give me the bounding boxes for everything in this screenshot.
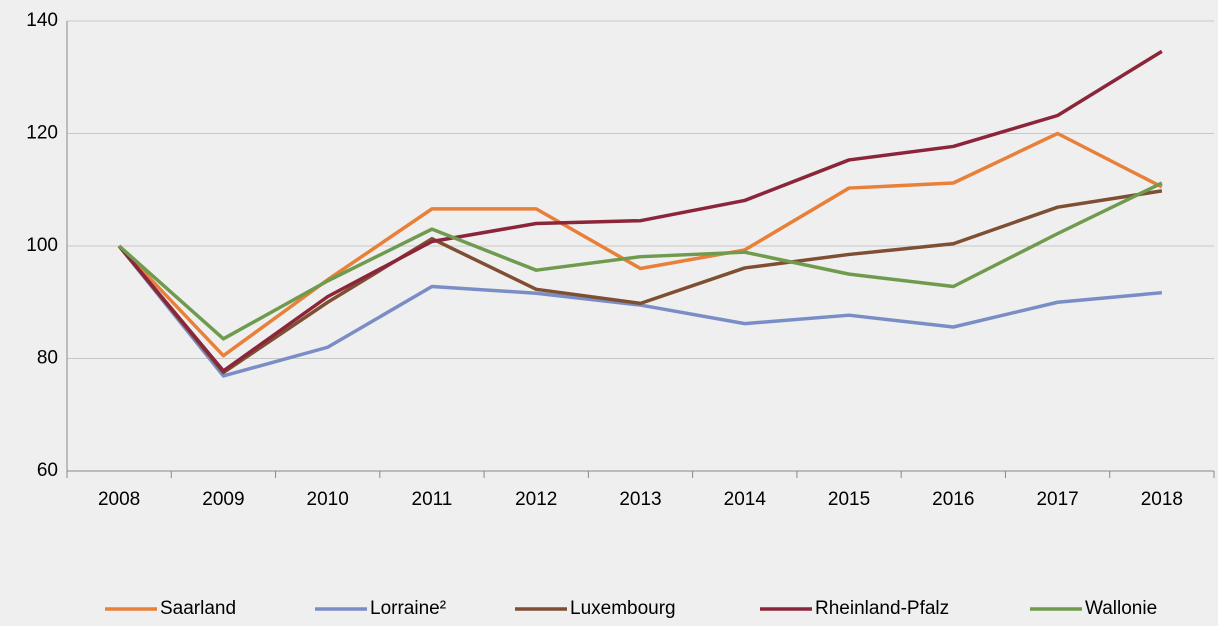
x-tick-label: 2018 (1141, 489, 1183, 510)
x-tick-label: 2011 (412, 489, 453, 510)
series-line (117, 131, 1163, 358)
x-tick-label: 2014 (724, 489, 767, 510)
legend-label: Luxembourg (570, 598, 676, 619)
series-line (117, 49, 1163, 373)
y-tick-label: 100 (26, 235, 58, 256)
y-tick-label: 120 (26, 123, 58, 144)
x-tick-label: 2012 (515, 489, 557, 510)
legend-label: Rheinland-Pfalz (815, 598, 949, 619)
x-tick-label: 2015 (828, 489, 870, 510)
y-tick-label: 80 (37, 348, 58, 369)
series-line (117, 181, 1163, 341)
legend-label: Lorraine² (370, 598, 446, 619)
x-tick-label: 2010 (307, 489, 349, 510)
legend-label: Wallonie (1085, 598, 1157, 619)
legend-label: Saarland (160, 598, 236, 619)
x-tick-label: 2017 (1036, 489, 1078, 510)
x-tick-label: 2016 (932, 489, 974, 510)
x-tick-label: 2008 (98, 489, 140, 510)
series-line (117, 189, 1163, 375)
x-tick-label: 2013 (619, 489, 661, 510)
y-tick-label: 140 (26, 10, 58, 31)
y-tick-label: 60 (37, 460, 58, 481)
x-tick-label: 2009 (202, 489, 244, 510)
